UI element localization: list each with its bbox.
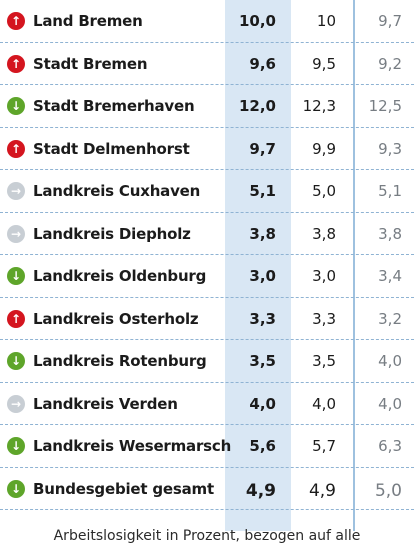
table-row: ↓ Landkreis Oldenburg 3,0 3,0 3,4 [0, 255, 414, 298]
table-row: → Landkreis Verden 4,0 4,0 4,0 [0, 383, 414, 425]
trend-down-icon: ↓ [7, 352, 25, 370]
rate-value-v2: 3,5 [312, 352, 336, 370]
rate-value-v1: 9,6 [249, 54, 276, 73]
unemployment-table: ↑ Land Bremen 10,0 10 9,7 ↑ Stadt Bremen 9,6 9,5… [0, 0, 414, 531]
rate-value-v1: 5,6 [249, 437, 276, 455]
table-row: ↑ Stadt Bremen 9,6 9,5 9,2 [0, 43, 414, 85]
rate-value-v3: 4,0 [378, 352, 402, 370]
current-column-highlight [225, 0, 291, 531]
region-name: Landkreis Osterholz [33, 309, 199, 328]
trend-up-icon: ↑ [7, 139, 25, 158]
rate-value-v2: 3,8 [312, 224, 336, 243]
rate-value-v2: 4,9 [308, 480, 336, 501]
trend-down-icon: ↓ [7, 97, 25, 115]
trend-flat-icon: → [7, 224, 25, 243]
table-row: ↓ Landkreis Rotenburg 3,5 3,5 4,0 [0, 340, 414, 383]
table-row: ↑ Land Bremen 10,0 10 9,7 [0, 0, 414, 43]
rate-value-v3: 9,3 [378, 139, 402, 158]
table-row: → Landkreis Diepholz 3,8 3,8 3,8 [0, 213, 414, 255]
region-name: Landkreis Cuxhaven [33, 182, 201, 200]
rate-value-v3: 12,5 [368, 97, 402, 115]
table-body: ↑ Land Bremen 10,0 10 9,7 ↑ Stadt Bremen 9,6 9,5… [0, 0, 414, 510]
rate-value-v2: 9,5 [312, 54, 336, 73]
table-row: ↑ Stadt Delmenhorst 9,7 9,9 9,3 [0, 128, 414, 170]
trend-up-icon: ↑ [7, 54, 25, 73]
region-name: Landkreis Wesermarsch [33, 437, 232, 455]
rate-value-v1: 12,0 [238, 97, 276, 115]
region-name: Landkreis Rotenburg [33, 352, 207, 370]
rate-value-v2: 10 [316, 12, 336, 30]
rate-value-v2: 12,3 [302, 97, 336, 115]
table-row: ↓ Stadt Bremerhaven 12,0 12,3 12,5 [0, 85, 414, 128]
rate-value-v3: 6,3 [378, 437, 402, 455]
table-row: → Landkreis Cuxhaven 5,1 5,0 5,1 [0, 170, 414, 213]
rate-value-v3: 9,7 [378, 12, 402, 30]
rate-value-v3: 3,2 [378, 309, 402, 328]
rate-value-v2: 5,0 [312, 182, 336, 200]
rate-value-v1: 10,0 [238, 12, 276, 30]
rate-value-v1: 5,1 [249, 182, 276, 200]
trend-flat-icon: → [7, 182, 25, 200]
rate-value-v2: 4,0 [312, 394, 336, 413]
rate-value-v2: 3,3 [312, 309, 336, 328]
rate-value-v2: 3,0 [312, 267, 336, 285]
rate-value-v3: 9,2 [378, 54, 402, 73]
table-row: ↓ Landkreis Wesermarsch 5,6 5,7 6,3 [0, 425, 414, 468]
rate-value-v1: 3,5 [249, 352, 276, 370]
rate-value-v3: 5,0 [374, 480, 402, 501]
table-caption: Arbeitslosigkeit in Prozent, bezogen auf… [53, 528, 361, 544]
rate-value-v3: 5,1 [378, 182, 402, 200]
region-name: Stadt Bremen [33, 54, 148, 73]
trend-down-icon: ↓ [7, 479, 25, 498]
region-name: Landkreis Oldenburg [33, 267, 207, 285]
rate-value-v1: 3,3 [249, 309, 276, 328]
region-name: Land Bremen [33, 12, 143, 30]
trend-up-icon: ↑ [7, 309, 25, 328]
trend-down-icon: ↓ [7, 267, 25, 285]
table-row: ↓ Bundesgebiet gesamt 4,9 4,9 5,0 [0, 468, 414, 510]
region-name: Stadt Delmenhorst [33, 139, 190, 158]
rate-value-v1: 4,0 [249, 394, 276, 413]
rate-value-v3: 3,4 [378, 267, 402, 285]
trend-flat-icon: → [7, 394, 25, 413]
trend-up-icon: ↑ [7, 12, 25, 30]
region-name: Landkreis Diepholz [33, 224, 191, 243]
rate-value-v1: 3,0 [249, 267, 276, 285]
column-divider [353, 0, 355, 531]
region-name: Bundesgebiet gesamt [33, 479, 214, 498]
rate-value-v3: 4,0 [378, 394, 402, 413]
rate-value-v1: 9,7 [249, 139, 276, 158]
rate-value-v1: 4,9 [245, 480, 276, 501]
region-name: Landkreis Verden [33, 394, 178, 413]
rate-value-v1: 3,8 [249, 224, 276, 243]
rate-value-v2: 5,7 [312, 437, 336, 455]
region-name: Stadt Bremerhaven [33, 97, 195, 115]
rate-value-v3: 3,8 [378, 224, 402, 243]
trend-down-icon: ↓ [7, 437, 25, 455]
table-row: ↑ Landkreis Osterholz 3,3 3,3 3,2 [0, 298, 414, 340]
rate-value-v2: 9,9 [312, 139, 336, 158]
